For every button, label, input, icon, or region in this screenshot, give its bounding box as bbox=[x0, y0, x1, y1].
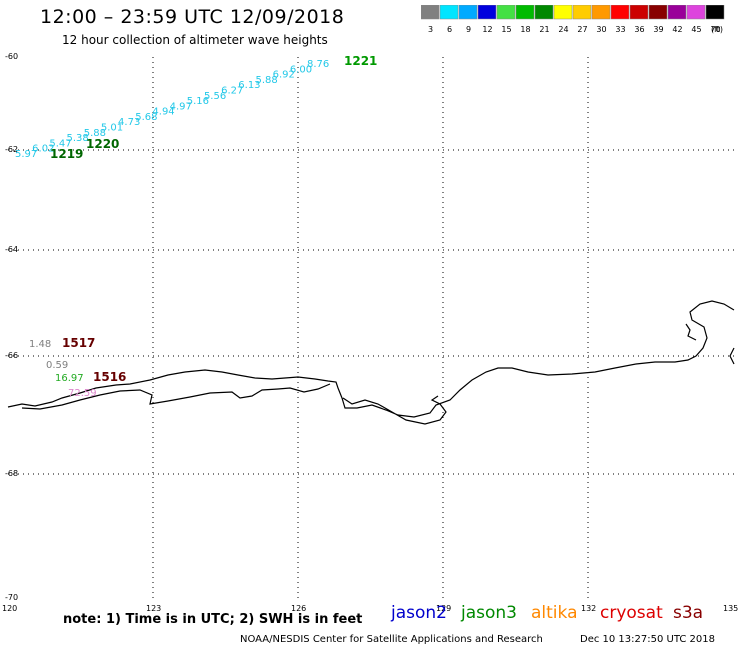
legend-label-45: 45 bbox=[691, 25, 701, 34]
altimeter-track-1219-1221: 5.976.025.475.385.885.014.735.684.944.97… bbox=[15, 54, 377, 161]
lon-tick-123: 123 bbox=[146, 604, 162, 613]
legend-swatch-21 bbox=[534, 5, 554, 20]
lon-tick-126: 126 bbox=[291, 604, 307, 613]
lat-tick-68: -68 bbox=[5, 469, 19, 478]
wave-height-color-legend: 3 6 9 12 15 18 21 24 27 30 33 36 39 42 45 70(ft) bbox=[421, 5, 725, 34]
wave-height-label: 5.68 bbox=[135, 112, 157, 123]
legend-label-24: 24 bbox=[558, 25, 568, 34]
footer-note: note: 1) Time is in UTC; 2) SWH is in fe… bbox=[63, 612, 363, 627]
lat-tick-66: -66 bbox=[5, 351, 19, 360]
legend-label-70: 70 bbox=[710, 25, 720, 34]
legend-label-15: 15 bbox=[501, 25, 511, 34]
lat-tick-70: -70 bbox=[5, 593, 19, 602]
legend-swatch-42 bbox=[667, 5, 687, 20]
legend-swatch-24 bbox=[553, 5, 573, 20]
satellite-cryosat: cryosat bbox=[600, 603, 663, 623]
wave-height-label: 5.88 bbox=[255, 75, 277, 86]
lon-tick-132: 132 bbox=[581, 604, 597, 613]
footer-timestamp: Dec 10 13:27:50 UTC 2018 bbox=[580, 634, 715, 645]
wave-height-label: 6.92 bbox=[273, 70, 295, 81]
legend-label-42: 42 bbox=[672, 25, 682, 34]
legend-swatch-6 bbox=[439, 5, 459, 20]
wave-height-label: 5.01 bbox=[101, 123, 123, 134]
wave-height-label: 6.00 bbox=[290, 64, 312, 75]
wave-height-label: 5.56 bbox=[204, 91, 226, 102]
legend-label-33: 33 bbox=[615, 25, 625, 34]
legend-swatch-70 bbox=[705, 5, 725, 20]
legend-label-39: 39 bbox=[653, 25, 663, 34]
wave-height-label: 5.16 bbox=[187, 96, 209, 107]
legend-swatch-18 bbox=[515, 5, 535, 20]
satellite-s3a: s3a bbox=[673, 603, 704, 623]
legend-label-3: 3 bbox=[428, 25, 433, 34]
wave-height-label: 72.59 bbox=[68, 388, 97, 399]
wave-height-label: 1.48 bbox=[29, 339, 51, 350]
legend-swatch-15 bbox=[496, 5, 516, 20]
wave-height-label: 5.97 bbox=[15, 149, 37, 160]
wave-height-label: 16.97 bbox=[55, 373, 84, 384]
wave-height-label: 6.02 bbox=[32, 144, 54, 155]
lon-tick-135: 135 bbox=[723, 604, 739, 613]
wave-height-label: 4.94 bbox=[152, 107, 174, 118]
wave-height-label: 0.59 bbox=[46, 360, 68, 371]
lat-tick-64: -64 bbox=[5, 245, 19, 254]
legend-swatch-12 bbox=[477, 5, 497, 20]
footer-credit: NOAA/NESDIS Center for Satellite Applica… bbox=[240, 634, 543, 645]
legend-swatch-45 bbox=[686, 5, 706, 20]
wave-height-label: 8.76 bbox=[307, 59, 329, 70]
map-subtitle: 12 hour collection of altimeter wave hei… bbox=[62, 33, 328, 47]
legend-label-18: 18 bbox=[520, 25, 530, 34]
legend-swatch-36 bbox=[629, 5, 649, 20]
lat-tick-60: -60 bbox=[5, 52, 19, 61]
wave-height-label: 6.13 bbox=[238, 80, 260, 91]
satellite-jason2: jason2 bbox=[391, 603, 447, 623]
legend-swatch-27 bbox=[572, 5, 592, 20]
time-label-1516: 1516 bbox=[93, 370, 126, 384]
wave-height-label: 6.27 bbox=[221, 85, 243, 96]
wave-height-label: 5.38 bbox=[67, 133, 89, 144]
wave-height-label: 5.88 bbox=[84, 128, 106, 139]
legend-label-6: 6 bbox=[447, 25, 452, 34]
legend-label-12: 12 bbox=[482, 25, 492, 34]
altimeter-track-1516-1517: 1.48 0.59 16.97 72.59 1517 1516 bbox=[29, 336, 126, 399]
antarctic-coastline bbox=[7, 300, 735, 425]
lat-lon-grid bbox=[8, 57, 734, 600]
wave-height-label: 5.47 bbox=[49, 138, 71, 149]
legend-label-36: 36 bbox=[634, 25, 644, 34]
wave-height-label: 4.97 bbox=[170, 101, 192, 112]
time-label-1517: 1517 bbox=[62, 336, 95, 350]
satellite-jason3: jason3 bbox=[461, 603, 517, 623]
legend-swatch-33 bbox=[610, 5, 630, 20]
legend-label-27: 27 bbox=[577, 25, 587, 34]
map-title: 12:00 – 23:59 UTC 12/09/2018 bbox=[40, 6, 345, 28]
legend-unit: (ft) bbox=[711, 25, 723, 34]
legend-label-21: 21 bbox=[539, 25, 549, 34]
legend-swatch-9 bbox=[458, 5, 478, 20]
legend-swatch-3 bbox=[421, 5, 440, 20]
lat-tick-62: -62 bbox=[5, 145, 19, 154]
time-label-1220: 1220 bbox=[86, 137, 119, 151]
satellite-altika: altika bbox=[531, 603, 578, 623]
time-label-1221: 1221 bbox=[344, 54, 377, 68]
wave-height-label: 4.73 bbox=[118, 117, 140, 128]
lon-tick-129: 129 bbox=[436, 604, 452, 613]
legend-label-9: 9 bbox=[466, 25, 471, 34]
legend-label-30: 30 bbox=[596, 25, 606, 34]
legend-swatch-39 bbox=[648, 5, 668, 20]
time-label-1219: 1219 bbox=[50, 147, 83, 161]
lon-tick-120: 120 bbox=[2, 604, 18, 613]
legend-swatch-30 bbox=[591, 5, 611, 20]
